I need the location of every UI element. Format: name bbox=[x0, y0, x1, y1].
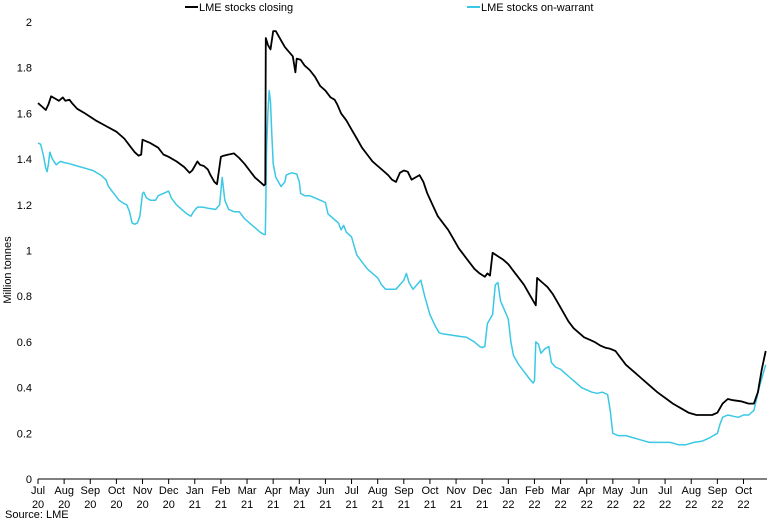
x-tick-year: 22 bbox=[555, 499, 567, 511]
x-tick-year: 20 bbox=[58, 499, 70, 511]
x-tick-month: Oct bbox=[421, 485, 438, 497]
x-tick-year: 20 bbox=[163, 499, 175, 511]
x-tick-month: Aug bbox=[682, 485, 702, 497]
y-axis-title: Million tonnes bbox=[2, 236, 14, 304]
x-tick-month: May bbox=[603, 485, 624, 497]
x-tick-year: 21 bbox=[476, 499, 488, 511]
y-tick-label: 0.2 bbox=[17, 428, 32, 440]
x-tick-year: 22 bbox=[502, 499, 514, 511]
x-tick-year: 21 bbox=[398, 499, 410, 511]
x-tick-year: 20 bbox=[110, 499, 122, 511]
x-tick-month: Aug bbox=[54, 485, 74, 497]
y-tick-label: 1.6 bbox=[17, 108, 32, 120]
x-tick-year: 21 bbox=[450, 499, 462, 511]
x-tick-year: 20 bbox=[32, 499, 44, 511]
x-tick-month: Jan bbox=[186, 485, 204, 497]
x-tick-year: 22 bbox=[581, 499, 593, 511]
x-tick-month: Nov bbox=[446, 485, 466, 497]
x-tick-year: 21 bbox=[372, 499, 384, 511]
y-tick-label: 1.4 bbox=[17, 154, 32, 166]
series-line-closing bbox=[37, 30, 767, 416]
x-tick-month: Jul bbox=[345, 485, 359, 497]
x-tick-year: 21 bbox=[319, 499, 331, 511]
legend-label-closing: LME stocks closing bbox=[199, 2, 293, 14]
x-axis: Jul 20 Aug 20 Sep 20 Oct 20 Nov 20 Dec 20 Jan 21 Feb 21… bbox=[31, 478, 767, 511]
x-tick-month: Sep bbox=[708, 485, 728, 497]
x-tick-year: 21 bbox=[345, 499, 357, 511]
x-tick-month: Jun bbox=[317, 485, 335, 497]
x-tick-year: 22 bbox=[685, 499, 697, 511]
x-tick-year: 21 bbox=[215, 499, 227, 511]
y-tick-label: 1.2 bbox=[17, 200, 32, 212]
x-tick-month: Sep bbox=[81, 485, 101, 497]
x-tick-month: Feb bbox=[525, 485, 544, 497]
x-tick-month: Jul bbox=[658, 485, 672, 497]
x-tick-year: 22 bbox=[711, 499, 723, 511]
x-tick-year: 22 bbox=[528, 499, 540, 511]
x-tick-month: Mar bbox=[238, 485, 257, 497]
x-tick-month: Apr bbox=[265, 485, 282, 497]
x-tick-month: Jan bbox=[500, 485, 518, 497]
x-tick-month: Feb bbox=[211, 485, 230, 497]
x-tick-month: Apr bbox=[578, 485, 595, 497]
source-note: Source: LME bbox=[5, 509, 69, 521]
x-tick-year: 22 bbox=[607, 499, 619, 511]
x-tick-month: Dec bbox=[159, 485, 179, 497]
x-tick-month: Jun bbox=[630, 485, 648, 497]
x-tick-month: Sep bbox=[394, 485, 414, 497]
y-tick-label: 0.8 bbox=[17, 291, 32, 303]
x-tick-year: 20 bbox=[84, 499, 96, 511]
legend: LME stocks closing LME stocks on-warrant bbox=[185, 2, 593, 14]
y-tick-label: 0.4 bbox=[17, 383, 32, 395]
x-tick-month: Mar bbox=[551, 485, 570, 497]
x-tick-month: Oct bbox=[108, 485, 125, 497]
y-axis: 0 0.2 0.4 0.6 0.8 1 1.2 1.4 1.6 1.8 2 bbox=[17, 17, 32, 486]
series-line-on-warrant bbox=[37, 89, 767, 446]
series-layer bbox=[37, 30, 767, 446]
x-tick-year: 21 bbox=[424, 499, 436, 511]
x-tick-year: 22 bbox=[737, 499, 749, 511]
y-tick-label: 2 bbox=[26, 17, 32, 29]
x-tick-year: 21 bbox=[241, 499, 253, 511]
y-tick-label: 0.6 bbox=[17, 337, 32, 349]
x-tick-month: Aug bbox=[368, 485, 388, 497]
x-tick-month: Dec bbox=[472, 485, 492, 497]
x-tick-month: Nov bbox=[133, 485, 153, 497]
x-tick-year: 22 bbox=[659, 499, 671, 511]
x-tick-year: 21 bbox=[293, 499, 305, 511]
y-tick-label: 0 bbox=[26, 474, 32, 486]
y-tick-label: 1.8 bbox=[17, 63, 32, 75]
x-tick-month: May bbox=[289, 485, 310, 497]
x-tick-year: 22 bbox=[633, 499, 645, 511]
y-tick-label: 1 bbox=[26, 246, 32, 258]
x-tick-month: Oct bbox=[735, 485, 752, 497]
x-tick-month: Jul bbox=[31, 485, 45, 497]
x-tick-year: 20 bbox=[136, 499, 148, 511]
legend-label-on-warrant: LME stocks on-warrant bbox=[481, 2, 593, 14]
x-tick-year: 21 bbox=[189, 499, 201, 511]
x-tick-year: 21 bbox=[267, 499, 279, 511]
